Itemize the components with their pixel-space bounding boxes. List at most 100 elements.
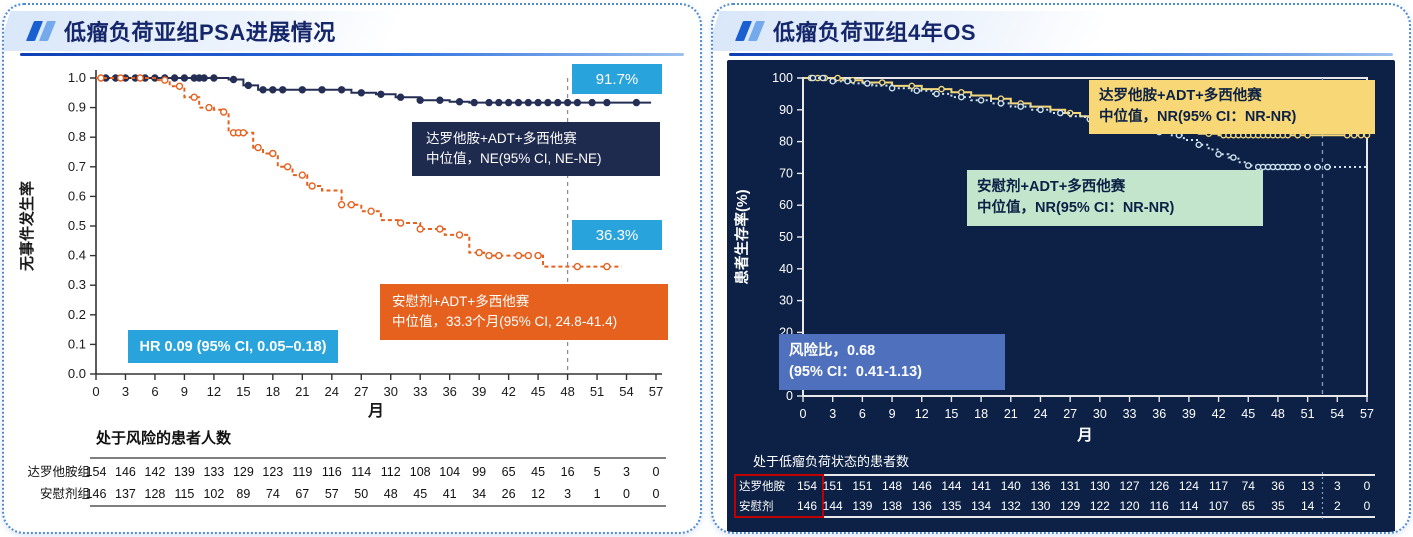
- svg-text:128: 128: [145, 487, 166, 501]
- svg-text:0: 0: [786, 389, 793, 403]
- panel-psa-progression: 低瘤负荷亚组PSA进展情况 0.0 0.1 0.2 0.3 0.4 0.5 0.6 0.7 0.…: [2, 3, 702, 534]
- svg-text:48: 48: [384, 487, 398, 501]
- svg-text:6: 6: [859, 407, 866, 421]
- svg-text:116: 116: [322, 465, 342, 479]
- svg-text:135: 135: [941, 499, 961, 513]
- svg-text:3: 3: [829, 407, 836, 421]
- svg-text:0: 0: [653, 487, 660, 501]
- svg-text:35: 35: [1271, 499, 1285, 513]
- svg-text:26: 26: [502, 487, 516, 501]
- svg-text:141: 141: [971, 479, 991, 493]
- svg-text:57: 57: [649, 384, 663, 399]
- svg-text:114: 114: [351, 465, 371, 479]
- svg-text:月: 月: [367, 402, 384, 420]
- svg-text:50: 50: [779, 230, 793, 244]
- svg-text:144: 144: [823, 499, 843, 513]
- rate-badge-darolutamide: 91.7%: [572, 64, 662, 94]
- svg-text:5: 5: [594, 465, 601, 479]
- svg-text:127: 127: [1120, 479, 1140, 493]
- svg-text:140: 140: [1001, 479, 1021, 493]
- svg-text:124: 124: [1179, 479, 1199, 493]
- svg-text:0: 0: [92, 384, 99, 399]
- svg-text:14: 14: [1301, 499, 1315, 513]
- svg-text:33: 33: [413, 384, 427, 399]
- svg-text:117: 117: [1209, 479, 1228, 493]
- svg-text:0.9: 0.9: [68, 100, 86, 115]
- svg-text:0: 0: [623, 487, 630, 501]
- svg-text:134: 134: [971, 499, 991, 513]
- svg-text:126: 126: [1149, 479, 1169, 493]
- median-box-placebo-os: 安慰剂+ADT+多西他赛 中位值，NR(95% CI：NR-NR): [967, 170, 1263, 226]
- svg-text:40: 40: [779, 262, 793, 276]
- km-chart-right-wrap: 0102030405060708090100036912151821242730…: [733, 66, 1395, 451]
- svg-text:36: 36: [442, 384, 456, 399]
- header-rule: [729, 53, 1393, 56]
- rate-badge-placebo: 36.3%: [572, 220, 662, 250]
- svg-text:33: 33: [1123, 407, 1137, 421]
- svg-text:21: 21: [295, 384, 309, 399]
- svg-text:67: 67: [295, 487, 309, 501]
- svg-text:无事件发生率: 无事件发生率: [18, 181, 36, 272]
- hazard-ratio-badge: HR 0.09 (95% CI, 0.05–0.18): [128, 330, 338, 363]
- svg-text:0.5: 0.5: [68, 218, 86, 233]
- double-slash-icon: [25, 21, 57, 41]
- svg-text:24: 24: [325, 384, 339, 399]
- panel-right-header: 低瘤负荷亚组4年OS: [713, 5, 1409, 51]
- svg-text:102: 102: [203, 487, 224, 501]
- svg-text:129: 129: [233, 465, 254, 479]
- svg-text:122: 122: [1090, 499, 1110, 513]
- svg-text:142: 142: [145, 465, 166, 479]
- risk-table-left-wrap: 达罗他胺组 154 146 142 139 133 129 123 119 116 114 112 10…: [16, 450, 700, 517]
- svg-text:安慰剂: 安慰剂: [739, 499, 774, 513]
- svg-text:148: 148: [882, 479, 902, 493]
- svg-text:3: 3: [623, 465, 630, 479]
- svg-text:0: 0: [1364, 479, 1371, 493]
- svg-text:151: 151: [852, 479, 872, 493]
- svg-text:42: 42: [1212, 407, 1226, 421]
- svg-text:0.2: 0.2: [68, 307, 86, 322]
- svg-text:3: 3: [1334, 479, 1341, 493]
- svg-text:89: 89: [236, 487, 250, 501]
- svg-text:136: 136: [912, 499, 932, 513]
- svg-text:15: 15: [236, 384, 250, 399]
- svg-text:74: 74: [1242, 479, 1256, 493]
- svg-text:74: 74: [266, 487, 280, 501]
- panel-left-header: 低瘤负荷亚组PSA进展情况: [4, 5, 700, 51]
- svg-text:42: 42: [501, 384, 515, 399]
- svg-text:15: 15: [944, 407, 958, 421]
- svg-text:12: 12: [207, 384, 221, 399]
- header-rule: [20, 53, 684, 56]
- svg-text:50: 50: [354, 487, 368, 501]
- hazard-ratio-box-os: 风险比，0.68 (95% CI：0.41-1.13): [779, 334, 1005, 390]
- svg-text:132: 132: [1001, 499, 1021, 513]
- svg-text:144: 144: [941, 479, 961, 493]
- svg-text:48: 48: [1271, 407, 1285, 421]
- svg-text:1: 1: [594, 487, 601, 501]
- svg-text:36: 36: [1271, 479, 1285, 493]
- svg-text:36: 36: [1152, 407, 1166, 421]
- svg-text:146: 146: [115, 465, 136, 479]
- svg-text:患者生存率(%): 患者生存率(%): [733, 189, 751, 284]
- svg-text:133: 133: [203, 465, 224, 479]
- svg-text:80: 80: [779, 135, 793, 149]
- svg-text:131: 131: [1060, 479, 1080, 493]
- svg-text:65: 65: [1242, 499, 1256, 513]
- svg-text:12: 12: [531, 487, 545, 501]
- svg-text:27: 27: [354, 384, 368, 399]
- svg-text:24: 24: [1034, 407, 1048, 421]
- svg-text:108: 108: [410, 465, 431, 479]
- svg-text:13: 13: [1301, 479, 1315, 493]
- svg-text:2: 2: [1334, 499, 1341, 513]
- svg-text:146: 146: [797, 499, 817, 513]
- svg-text:136: 136: [1030, 479, 1050, 493]
- svg-text:116: 116: [1150, 499, 1169, 513]
- svg-text:9: 9: [181, 384, 188, 399]
- svg-text:54: 54: [619, 384, 633, 399]
- svg-text:39: 39: [472, 384, 486, 399]
- median-box-darolutamide-os: 达罗他胺+ADT+多西他赛 中位值，NR(95% CI：NR-NR): [1089, 80, 1375, 134]
- svg-text:48: 48: [560, 384, 574, 399]
- os-chart-panel: 0102030405060708090100036912151821242730…: [727, 60, 1395, 532]
- svg-text:54: 54: [1330, 407, 1344, 421]
- svg-text:130: 130: [1030, 499, 1050, 513]
- svg-text:100: 100: [772, 71, 793, 85]
